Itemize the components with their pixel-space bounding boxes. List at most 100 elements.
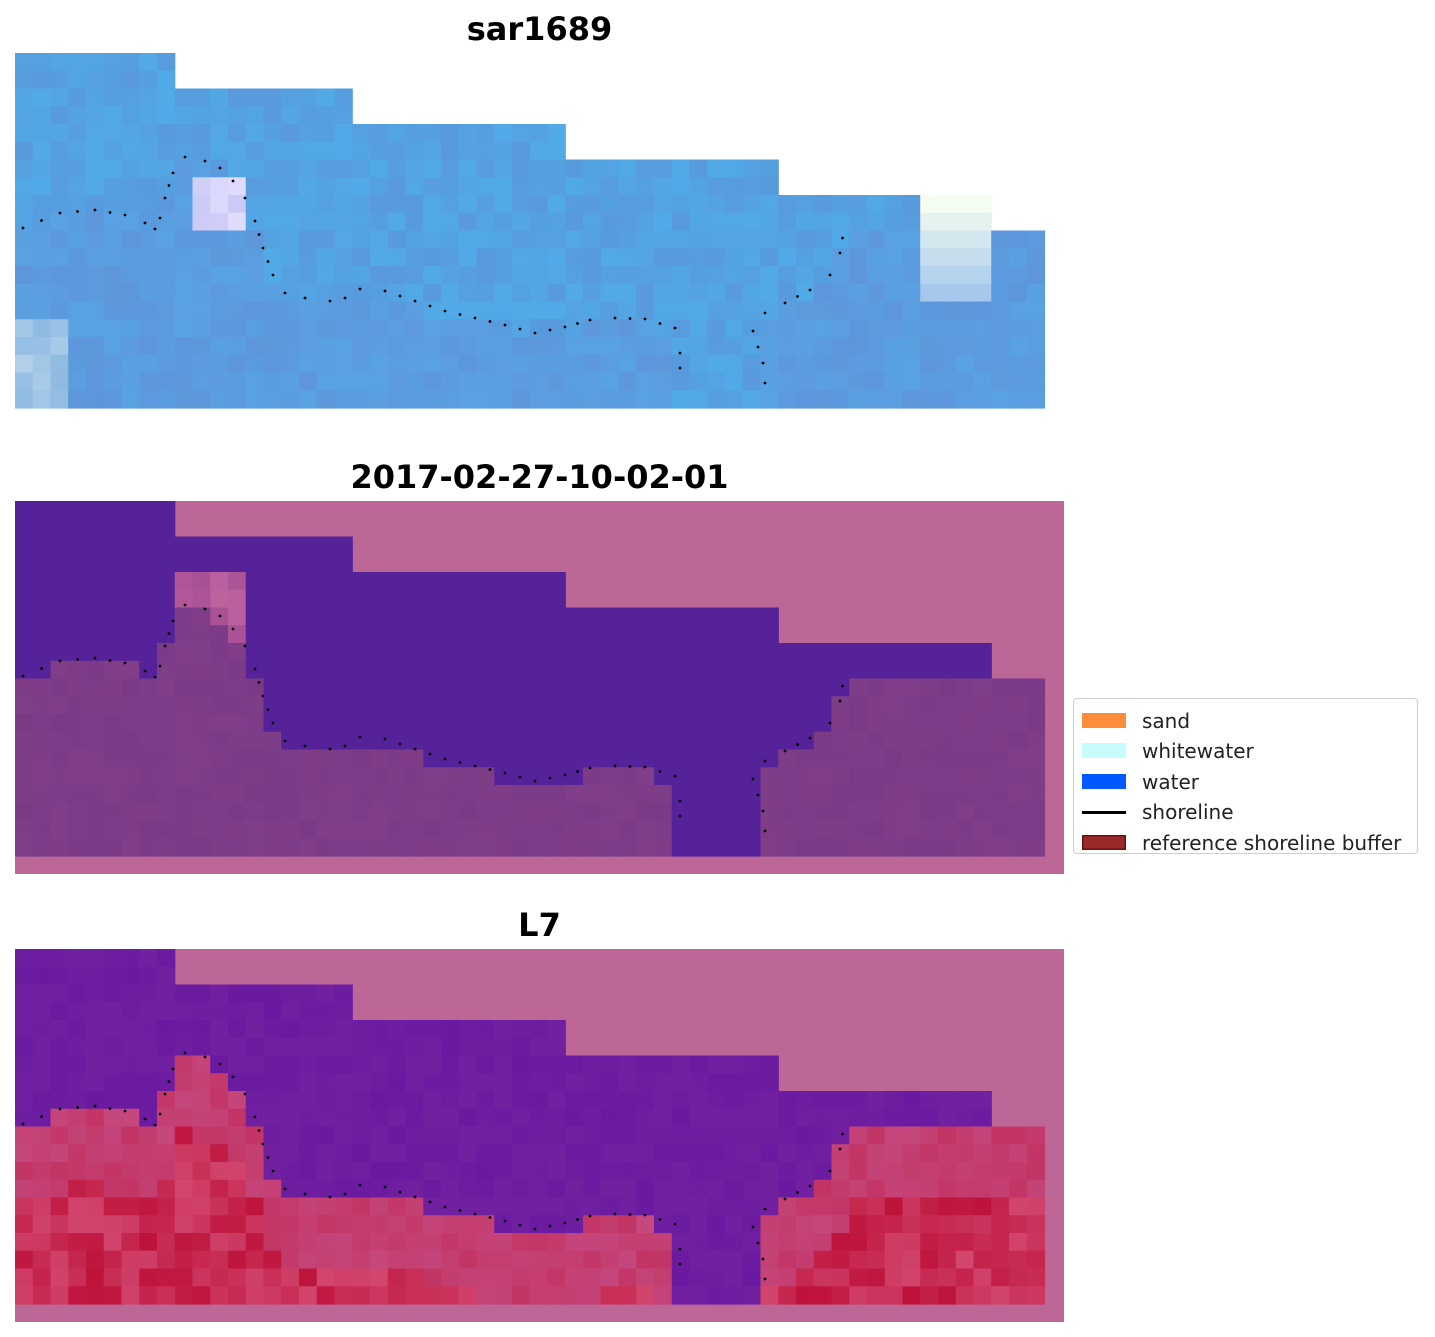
pixel-cell <box>157 838 176 857</box>
pixel-cell <box>103 1215 123 1234</box>
pixel-cell <box>1026 230 1046 249</box>
pixel-cell <box>1026 1215 1046 1234</box>
pixel-cell <box>973 248 992 267</box>
pixel-cell <box>86 390 105 409</box>
pixel-cell <box>902 1197 921 1216</box>
pixel-cell <box>139 70 158 90</box>
pixel-cell <box>192 1179 211 1199</box>
pixel-cell <box>245 625 265 644</box>
pixel-cell <box>174 159 194 178</box>
pixel-cell <box>742 283 762 303</box>
pixel-cell <box>387 802 407 822</box>
pixel-cell <box>884 820 904 839</box>
pixel-cell <box>32 1179 52 1199</box>
shoreline-point <box>751 777 755 781</box>
pixel-cell <box>15 88 34 107</box>
pixel-cell <box>157 1179 176 1199</box>
pixel-cell <box>813 749 833 768</box>
pixel-cell <box>228 572 247 591</box>
pixel-cell <box>600 212 620 232</box>
pixel-cell <box>476 141 495 161</box>
pixel-cell <box>15 372 34 391</box>
pixel-cell <box>1026 714 1046 733</box>
pixel-cell <box>210 1197 229 1216</box>
pixel-cell <box>281 88 300 107</box>
pixel-cell <box>512 177 531 196</box>
pixel-cell <box>370 643 389 662</box>
pixel-cell <box>68 1162 87 1181</box>
pixel-cell <box>707 390 726 409</box>
pixel-cell <box>547 337 566 356</box>
pixel-cell <box>512 1073 531 1092</box>
shoreline-point <box>808 736 812 740</box>
pixel-cell <box>565 337 584 356</box>
pixel-cell <box>813 1215 833 1234</box>
pixel-cell <box>707 731 726 751</box>
pixel-cell <box>15 266 34 285</box>
pixel-cell <box>494 1073 513 1092</box>
pixel-cell <box>547 678 566 697</box>
pixel-cell <box>157 1250 176 1270</box>
pixel-cell <box>352 838 371 857</box>
pixel-cell <box>867 1179 886 1199</box>
pixel-cell <box>938 1233 957 1252</box>
pixel-cell <box>725 678 744 697</box>
pixel-cell <box>15 1055 34 1074</box>
pixel-cell <box>121 1073 140 1092</box>
pixel-cell <box>423 1037 442 1057</box>
pixel-cell <box>32 1197 52 1216</box>
pixel-cell <box>263 177 282 196</box>
pixel-cell <box>210 1233 229 1252</box>
pixel-cell <box>15 589 34 609</box>
pixel-cell <box>423 1162 442 1181</box>
pixel-cell <box>157 554 176 573</box>
pixel-cell <box>494 1250 513 1270</box>
pixel-cell <box>121 589 140 609</box>
pixel-cell <box>778 212 797 232</box>
pixel-cell <box>68 337 87 356</box>
pixel-cell <box>121 1037 140 1057</box>
pixel-cell <box>15 1197 34 1216</box>
pixel-cell <box>867 820 886 839</box>
pixel-cell <box>299 159 318 178</box>
pixel-cell <box>121 984 140 1003</box>
pixel-cell <box>263 1179 282 1199</box>
pixel-cell <box>778 838 797 857</box>
pixel-cell <box>955 1286 975 1305</box>
pixel-cell <box>50 195 69 214</box>
pixel-cell <box>86 966 105 986</box>
pixel-cell <box>281 177 300 196</box>
pixel-cell <box>174 536 194 555</box>
pixel-cell <box>796 1108 815 1128</box>
pixel-cell <box>565 1126 584 1145</box>
pixel-cell <box>867 1268 886 1287</box>
pixel-cell <box>210 319 229 338</box>
shoreline-point <box>763 311 767 315</box>
pixel-cell <box>512 838 531 857</box>
pixel-cell <box>334 802 353 822</box>
pixel-cell <box>139 266 158 285</box>
pixel-cell <box>68 177 87 196</box>
pixel-cell <box>547 319 566 338</box>
pixel-cell <box>50 767 69 786</box>
pixel-cell <box>15 607 34 626</box>
pixel-cell <box>1009 1268 1028 1287</box>
pixel-cell <box>15 301 34 320</box>
pixel-cell <box>1026 372 1046 391</box>
pixel-cell <box>707 660 726 680</box>
pixel-cell <box>689 678 708 697</box>
pixel-cell <box>210 1286 229 1305</box>
pixel-cell <box>938 390 957 409</box>
pixel-cell <box>636 1215 655 1234</box>
pixel-cell <box>529 678 549 697</box>
pixel-cell <box>263 390 282 409</box>
pixel-cell <box>778 1126 797 1145</box>
pixel-cell <box>583 266 602 285</box>
pixel-cell <box>1009 372 1028 391</box>
pixel-cell <box>938 195 957 214</box>
pixel-cell <box>689 1108 708 1128</box>
pixel-cell <box>15 195 34 214</box>
pixel-cell <box>796 230 815 249</box>
pixel-cell <box>441 212 460 232</box>
pixel-cell <box>458 1179 478 1199</box>
